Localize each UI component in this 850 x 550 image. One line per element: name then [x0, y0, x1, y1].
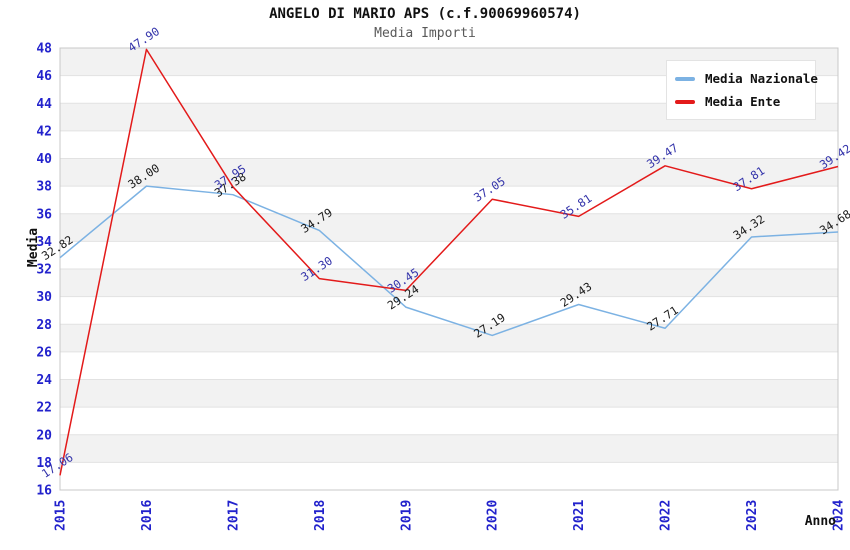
chart-title: ANGELO DI MARIO APS (c.f.90069960574): [269, 6, 581, 22]
x-tick-label: 2021: [572, 500, 587, 531]
y-axis-title: Media: [26, 227, 42, 268]
plot-band: [60, 379, 838, 408]
x-tick-label: 2020: [486, 500, 501, 531]
y-tick-label: 28: [36, 318, 52, 333]
x-tick-label: 2018: [313, 500, 328, 531]
y-tick-label: 44: [36, 97, 52, 112]
legend-item: Media Ente: [675, 94, 807, 109]
y-tick-label: 36: [36, 207, 52, 222]
y-tick-label: 48: [36, 42, 52, 57]
plot-band: [60, 434, 838, 463]
x-tick-label: 2016: [140, 500, 155, 531]
y-tick-label: 18: [36, 456, 52, 471]
y-tick-label: 16: [36, 484, 52, 499]
y-tick-label: 46: [36, 69, 52, 84]
y-tick-label: 24: [36, 373, 52, 388]
plot-band: [60, 158, 838, 187]
legend-item: Media Nazionale: [675, 71, 818, 86]
series-line-media-nazionale: [59, 185, 839, 337]
series-line-media-ente: [59, 48, 839, 476]
y-tick-label: 22: [36, 401, 52, 416]
x-tick-label: 2024: [832, 500, 847, 531]
x-axis-title: Anno: [804, 514, 836, 529]
y-tick-label: 32: [36, 263, 52, 278]
point-value-label: 17.06: [39, 450, 76, 481]
y-tick-label: 20: [36, 428, 52, 443]
x-tick-label: 2015: [54, 500, 69, 531]
x-tick-label: 2019: [399, 500, 414, 531]
y-tick-label: 42: [36, 124, 52, 139]
x-tick-label: 2017: [226, 500, 241, 531]
y-tick-label: 30: [36, 290, 52, 305]
legend-swatch-icon: [675, 99, 695, 104]
x-tick-label: 2023: [745, 500, 760, 531]
plot-band: [60, 213, 838, 242]
legend-swatch-icon: [675, 76, 695, 81]
plot-band: [60, 324, 838, 352]
y-tick-label: 38: [36, 180, 52, 195]
y-tick-label: 26: [36, 345, 52, 360]
plot-border: [59, 47, 839, 491]
chart-subtitle: Media Importi: [374, 26, 476, 41]
y-tick-label: 40: [36, 152, 52, 167]
legend-item-label: Media Ente: [705, 94, 781, 109]
y-tick-label: 34: [36, 235, 52, 250]
legend: Media Nazionale Media Ente: [666, 60, 818, 120]
plot-band: [60, 269, 838, 297]
legend-item-label: Media Nazionale: [705, 71, 818, 86]
x-tick-label: 2022: [659, 500, 674, 531]
